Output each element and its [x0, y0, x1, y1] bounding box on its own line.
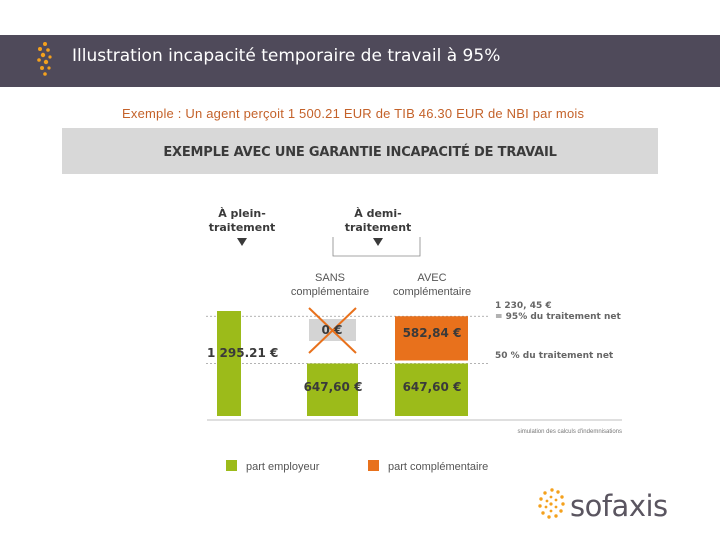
data-label: 582,84 € — [403, 326, 462, 340]
group-label-2: traitement — [345, 221, 412, 234]
reference-label: = 95% du traitement net — [495, 312, 621, 322]
group-label-1: traitement — [209, 221, 276, 234]
logo-wordmark: sofaxis — [570, 489, 668, 523]
legend-label: part complémentaire — [388, 461, 488, 473]
category-label: AVEC — [417, 272, 446, 284]
data-label: 0 € — [322, 323, 343, 337]
category-label: SANS — [315, 272, 345, 284]
legend-label: part employeur — [246, 461, 320, 473]
cross-line — [308, 307, 357, 354]
legend-swatch-employer — [226, 460, 237, 471]
chart-title-banner: EXEMPLE AVEC UNE GARANTIE INCAPACITÉ DE … — [62, 128, 658, 174]
complement-bar — [395, 316, 468, 361]
category-label: complémentaire — [291, 286, 369, 298]
reference-label: 50 % du traitement net — [495, 351, 614, 361]
category-label: complémentaire — [393, 286, 471, 298]
example-subtitle: Exemple : Un agent perçoit 1 500.21 EUR … — [122, 106, 585, 121]
legend-swatch-complement — [368, 460, 379, 471]
group-label-2: À demi- — [354, 207, 401, 220]
employer-bar — [307, 363, 358, 416]
data-label: 647,60 € — [304, 380, 363, 394]
reference-label: 1 230, 45 € — [495, 301, 552, 311]
down-arrow-icon — [237, 238, 247, 246]
group-label-1: À plein- — [218, 207, 266, 220]
employer-bar — [395, 363, 468, 416]
brand-dots-icon — [37, 42, 52, 76]
chart-title: EXEMPLE AVEC UNE GARANTIE INCAPACITÉ DE … — [163, 145, 557, 160]
group-bracket — [332, 237, 421, 257]
header-bar — [0, 35, 720, 87]
chart-note: simulation des calculs d'indemnisations — [517, 429, 622, 435]
down-arrow-icon — [373, 238, 383, 246]
page-title: Illustration incapacité temporaire de tr… — [72, 46, 501, 66]
data-label: 647,60 € — [403, 380, 462, 394]
employer-bar — [217, 311, 241, 416]
data-label: 1 295.21 € — [207, 346, 278, 360]
sofaxis-logo-icon — [538, 488, 565, 519]
